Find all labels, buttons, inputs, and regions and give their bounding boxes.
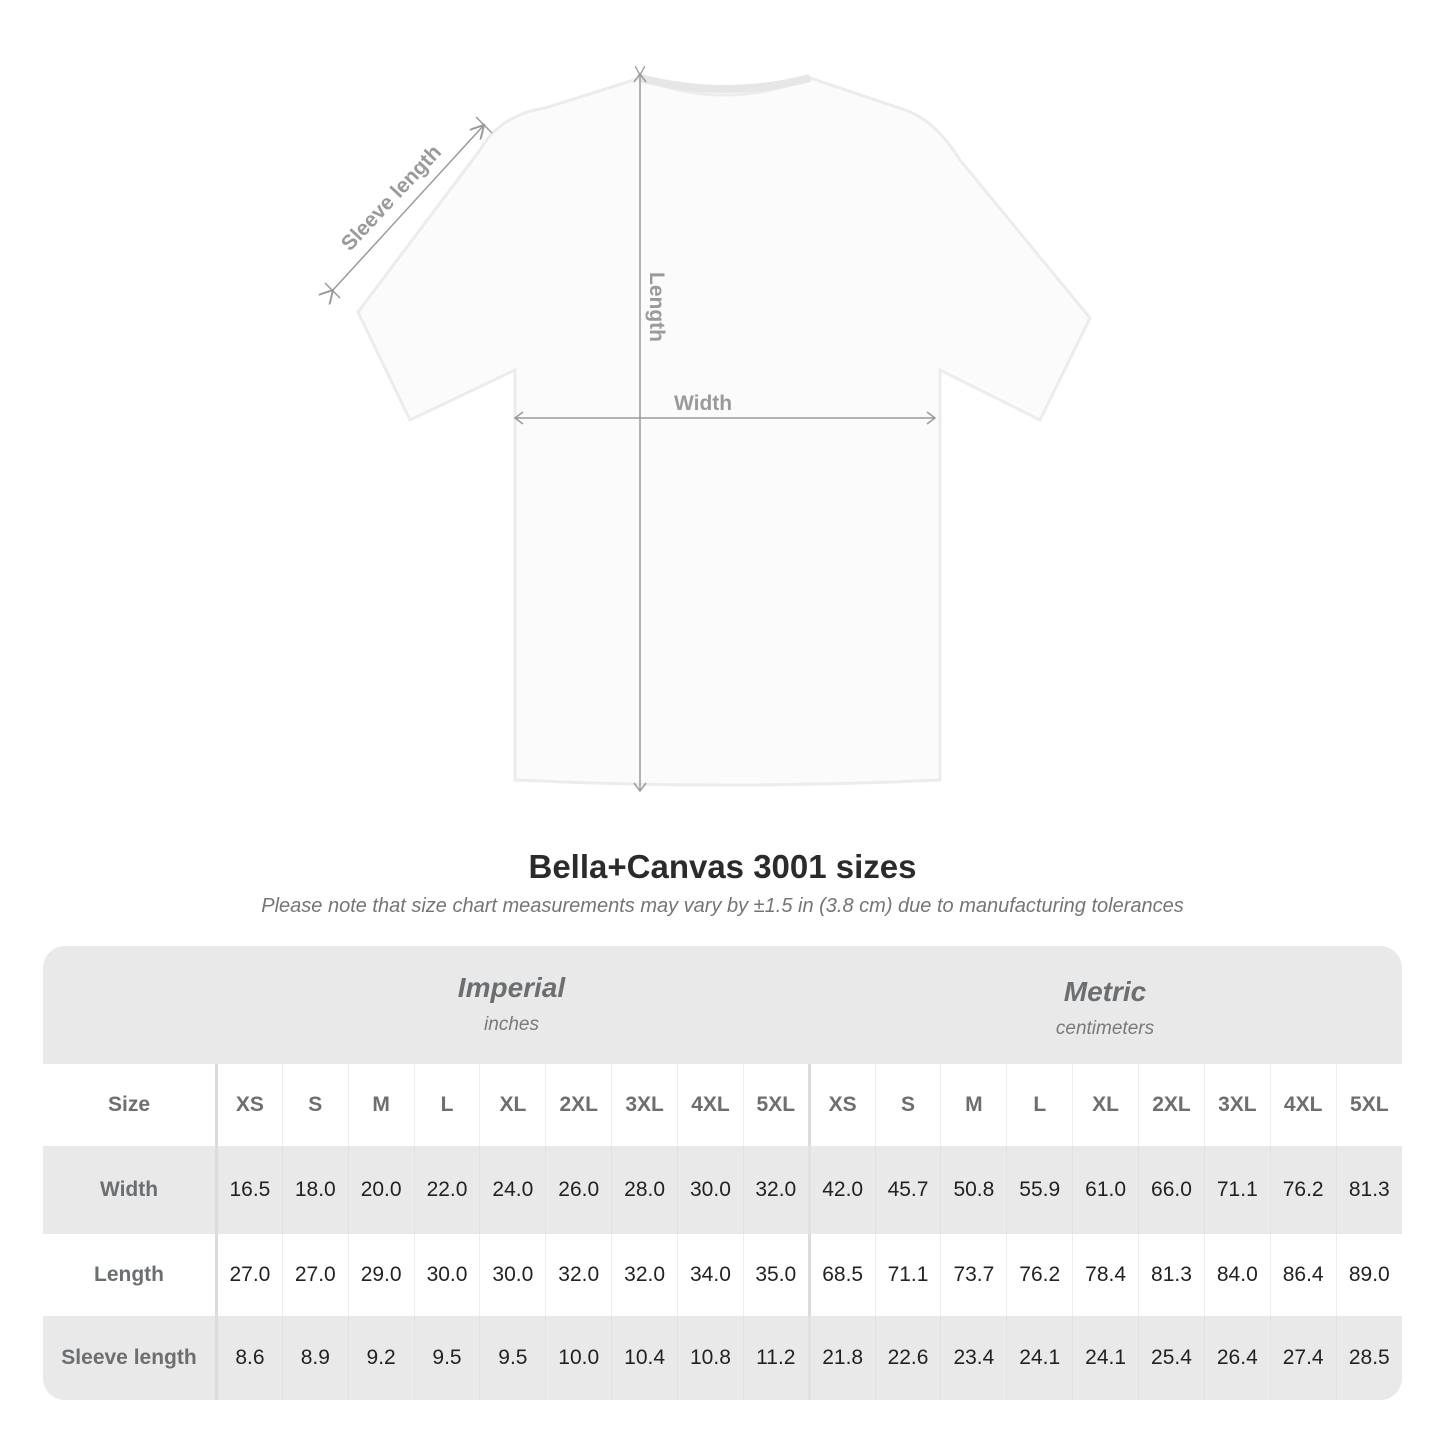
metric-size-3xl: 3XL [1203,1064,1271,1146]
metric-cell: 86.4 [1269,1234,1337,1316]
imperial-cell: 18.0 [281,1146,349,1234]
imperial-cell: 8.6 [216,1316,283,1400]
metric-size-xl: XL [1072,1064,1139,1146]
table-row: Sleeve length 8.6 8.9 9.2 9.5 9.5 10.0 10.4 10.8… [43,1316,1402,1400]
table-row: Width 16.5 18.0 20.0 22.0 24.0 26.0 28.0 30.0 32.… [43,1146,1402,1234]
table-row: Length 27.0 27.0 29.0 30.0 30.0 32.0 32.0 34.0 35… [43,1234,1402,1316]
metric-cell: 45.7 [874,1146,941,1234]
tshirt-shape [356,76,1092,787]
imperial-cell: 27.0 [216,1234,283,1316]
imperial-size-4xl: 4XL [677,1064,744,1146]
size-header-row: Size XS S M L XL 2XL 3XL 4XL 5XL XS S M L XL 2XL 3XL 4XL 5… [43,1064,1402,1146]
metric-cell: 50.8 [940,1146,1007,1234]
imperial-cell: 10.8 [677,1316,744,1400]
metric-cell: 73.7 [940,1234,1007,1316]
metric-cell: 61.0 [1072,1146,1139,1234]
metric-cell: 78.4 [1072,1234,1139,1316]
imperial-cell: 9.2 [347,1316,415,1400]
metric-unit: centimeters [1055,1018,1155,1039]
metric-cell: 27.4 [1269,1316,1337,1400]
metric-cell: 42.0 [807,1146,876,1234]
metric-header: Metric centimeters [808,946,1402,1094]
chart-subtitle: Please note that size chart measurements… [261,895,1184,917]
imperial-cell: 16.5 [216,1146,283,1234]
imperial-size-m: M [347,1064,415,1146]
imperial-cell: 32.0 [611,1234,678,1316]
imperial-size-3xl: 3XL [611,1064,678,1146]
imperial-cell: 29.0 [347,1234,415,1316]
imperial-cell: 10.4 [611,1316,678,1400]
metric-cell: 24.1 [1072,1316,1139,1400]
imperial-unit: inches [484,1014,539,1035]
metric-cell: 66.0 [1138,1146,1205,1234]
imperial-cell: 22.0 [413,1146,480,1234]
metric-size-5xl: 5XL [1335,1064,1402,1146]
size-grid: Size XS S M L XL 2XL 3XL 4XL 5XL XS S M L XL 2XL 3XL 4XL 5… [43,1064,1402,1400]
metric-size-l: L [1006,1064,1073,1146]
metric-cell: 55.9 [1006,1146,1073,1234]
imperial-cell: 32.0 [742,1146,810,1234]
imperial-size-xs: XS [216,1064,283,1146]
imperial-cell: 20.0 [347,1146,415,1234]
imperial-cell: 32.0 [545,1234,612,1316]
metric-cell: 76.2 [1269,1146,1337,1234]
metric-cell: 21.8 [807,1316,876,1400]
metric-cell: 76.2 [1006,1234,1073,1316]
metric-cell: 23.4 [940,1316,1007,1400]
metric-cell: 81.3 [1335,1146,1402,1234]
metric-size-xs: XS [807,1064,876,1146]
width-label: Width [674,392,732,415]
imperial-size-2xl: 2XL [545,1064,612,1146]
metric-cell: 71.1 [874,1234,941,1316]
imperial-cell: 30.0 [413,1234,480,1316]
imperial-cell: 30.0 [677,1146,744,1234]
chart-title: Bella+Canvas 3001 sizes [528,848,917,885]
size-table: Imperial inches Metric centimeters Size X… [43,946,1402,1400]
metric-heading: Metric [1063,976,1147,1007]
metric-size-2xl: 2XL [1138,1064,1205,1146]
imperial-cell: 28.0 [611,1146,678,1234]
imperial-size-l: L [413,1064,480,1146]
metric-cell: 28.5 [1335,1316,1402,1400]
metric-cell: 24.1 [1006,1316,1073,1400]
imperial-header: Imperial inches [215,946,808,1090]
length-label: Length [645,272,668,342]
metric-cell: 68.5 [807,1234,876,1316]
imperial-cell: 24.0 [479,1146,546,1234]
imperial-size-xl: XL [479,1064,546,1146]
imperial-cell: 35.0 [742,1234,810,1316]
imperial-cell: 26.0 [545,1146,612,1234]
metric-size-m: M [940,1064,1007,1146]
metric-size-s: S [874,1064,941,1146]
tshirt-diagram: Sleeve length Length Width [0,0,1092,793]
imperial-cell: 34.0 [677,1234,744,1316]
imperial-size-s: S [281,1064,349,1146]
row-label: Length [43,1234,218,1316]
metric-cell: 71.1 [1203,1146,1271,1234]
imperial-cell: 8.9 [281,1316,349,1400]
metric-size-4xl: 4XL [1269,1064,1337,1146]
row-label: Sleeve length [43,1316,218,1400]
metric-cell: 25.4 [1138,1316,1205,1400]
imperial-cell: 11.2 [742,1316,810,1400]
metric-cell: 22.6 [874,1316,941,1400]
imperial-cell: 9.5 [413,1316,480,1400]
imperial-heading: Imperial [457,972,566,1003]
metric-cell: 84.0 [1203,1234,1271,1316]
metric-cell: 81.3 [1138,1234,1205,1316]
imperial-cell: 9.5 [479,1316,546,1400]
metric-cell: 89.0 [1335,1234,1402,1316]
metric-cell: 26.4 [1203,1316,1271,1400]
sleeve-measure-line [333,125,484,290]
imperial-cell: 27.0 [281,1234,349,1316]
imperial-size-5xl: 5XL [742,1064,810,1146]
imperial-cell: 10.0 [545,1316,612,1400]
size-label: Size [43,1064,218,1146]
imperial-cell: 30.0 [479,1234,546,1316]
row-label: Width [43,1146,218,1234]
